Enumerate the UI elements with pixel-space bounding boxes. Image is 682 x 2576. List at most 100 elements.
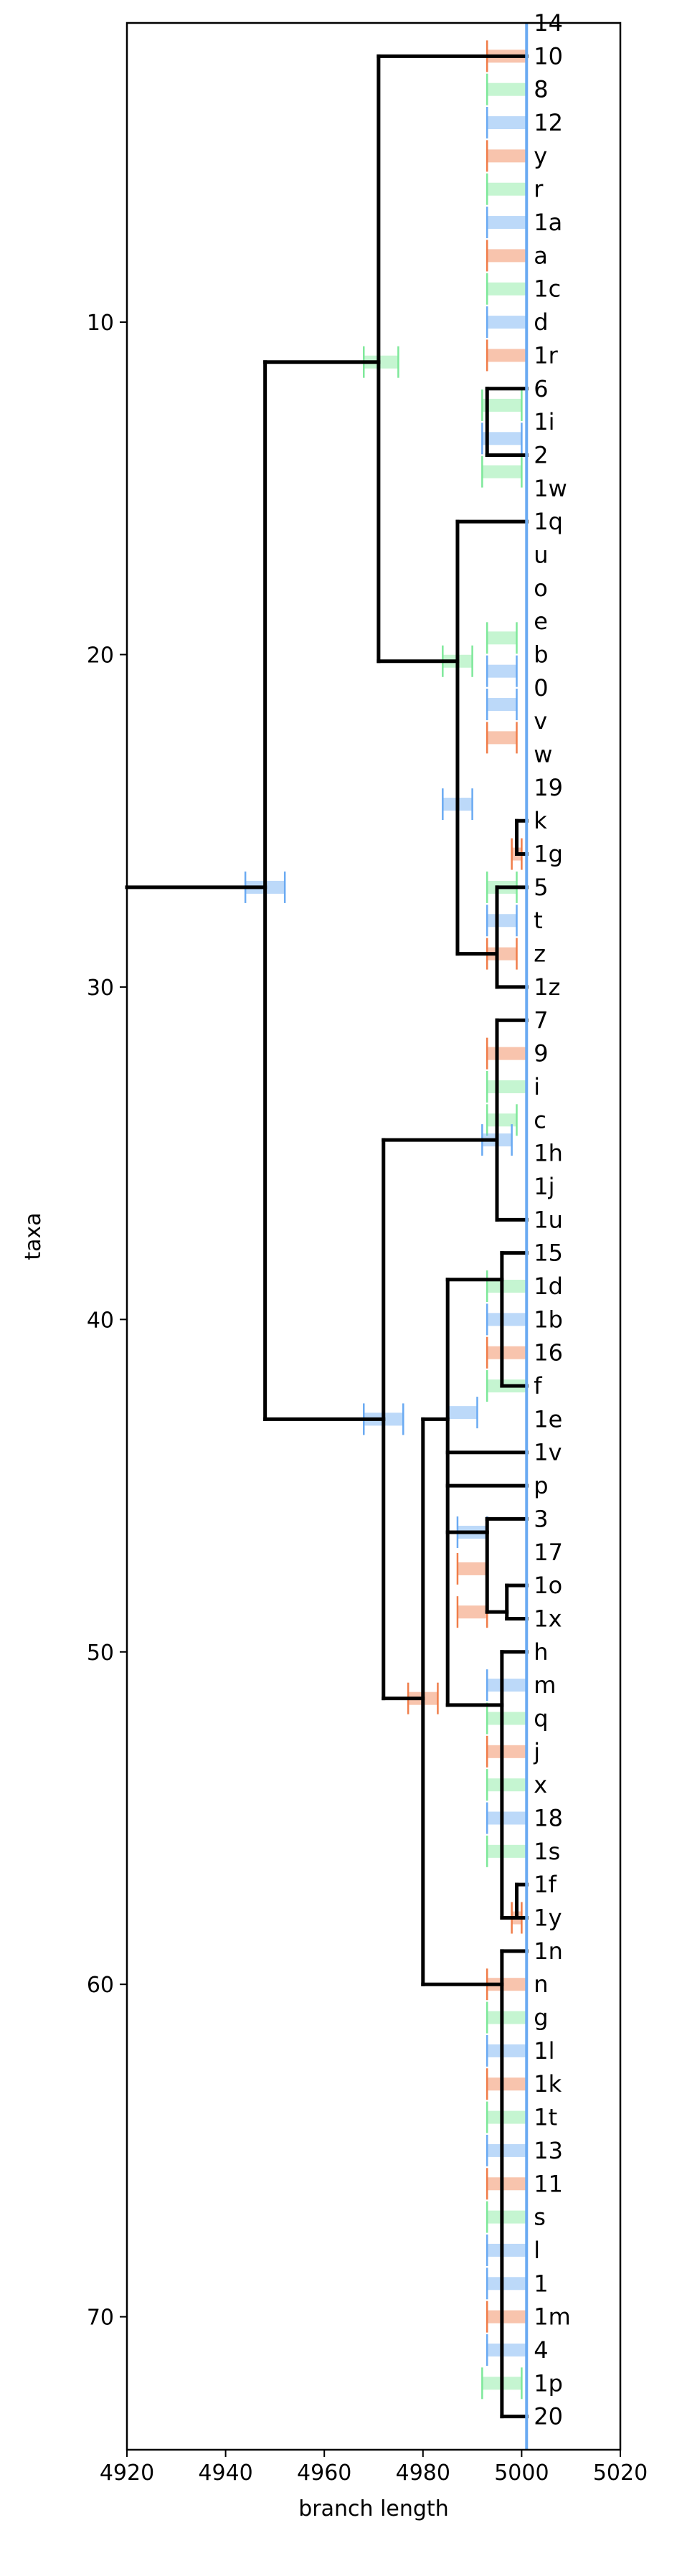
leaf-label-13: 13: [534, 2137, 563, 2164]
leaf-label-1q: 1q: [534, 508, 563, 535]
leaf-label-2: 2: [534, 441, 548, 468]
x-axis: 4920 4940 4960 4980 5000 5020: [100, 2450, 648, 2486]
ci-bar-46: [487, 1978, 527, 1991]
ci-bar-22: [482, 465, 522, 478]
ci-bar-24: [487, 664, 517, 678]
ci-bar-56: [487, 2310, 527, 2323]
ci-bar-14: [487, 182, 527, 196]
ci-bar-49: [487, 2077, 527, 2091]
leaf-label-1r: 1r: [534, 341, 558, 369]
leaf-label-y: y: [534, 142, 547, 169]
ci-bar-57: [487, 2343, 527, 2356]
leaf-label-9: 9: [534, 1040, 548, 1067]
leaf-label-j: j: [533, 1738, 540, 1765]
leaf-label-18: 18: [534, 1804, 563, 1831]
leaf-label-1l: 1l: [534, 2037, 554, 2065]
leaf-label-p: p: [534, 1472, 548, 1499]
leaf-label-o: o: [534, 575, 548, 602]
leaf-label-w: w: [534, 741, 552, 768]
ci-bar-39: [487, 1679, 527, 1692]
leaf-label-1v: 1v: [534, 1439, 562, 1466]
leaf-label-1i: 1i: [534, 408, 554, 435]
ci-bar-42: [487, 1778, 527, 1792]
leaf-label-16: 16: [534, 1339, 563, 1367]
ci-bar-33: [487, 1113, 517, 1127]
ci-bar-48: [487, 2044, 527, 2057]
x-tick-label-3: 4980: [396, 2461, 450, 2486]
x-axis-label: branch length: [298, 2496, 448, 2521]
leaf-label-7: 7: [534, 1006, 548, 1034]
ci-bar-43: [487, 1811, 527, 1825]
leaf-label-d: d: [534, 308, 548, 336]
leaf-label-t: t: [534, 907, 543, 934]
y-tick-label-0: 10: [87, 311, 114, 336]
leaf-label-a: a: [534, 242, 548, 269]
leaf-label-v: v: [534, 707, 547, 735]
leaf-label-1d: 1d: [534, 1273, 563, 1300]
leaf-label-10: 10: [534, 42, 563, 70]
ci-bar-1: [364, 355, 399, 369]
leaf-label-1f: 1f: [534, 1871, 557, 1898]
leaf-label-l: l: [534, 2237, 540, 2264]
ci-bar-15: [487, 216, 527, 230]
x-tick-label-1: 4940: [198, 2461, 252, 2486]
leaf-label-f: f: [534, 1372, 542, 1400]
leaf-label-1x: 1x: [534, 1605, 562, 1632]
leaf-label-1c: 1c: [534, 275, 561, 303]
ci-bar-18: [487, 316, 527, 329]
leaf-label-1o: 1o: [534, 1572, 562, 1599]
leaf-label-1y: 1y: [534, 1905, 562, 1932]
ci-bar-13: [487, 149, 527, 163]
y-tick-label-5: 60: [87, 1973, 114, 1998]
leaf-label-3: 3: [534, 1505, 548, 1532]
ci-bar-52: [487, 2177, 527, 2191]
leaf-label-x: x: [534, 1771, 547, 1798]
ci-bar-17: [487, 282, 527, 296]
leaf-label-1s: 1s: [534, 1838, 560, 1865]
ci-bar-9: [457, 1605, 488, 1619]
ci-bar-16: [487, 249, 527, 263]
ci-bar-23: [487, 631, 517, 645]
ci-bar-8: [457, 1562, 488, 1575]
leaf-label-1h: 1h: [534, 1140, 563, 1167]
leaf-label-i: i: [534, 1073, 540, 1100]
x-tick-label-4: 5000: [494, 2461, 549, 2486]
leaf-label-0: 0: [534, 674, 548, 702]
leaf-label-1p: 1p: [534, 2369, 563, 2397]
ci-bar-36: [487, 1313, 527, 1326]
y-tick-label-6: 70: [87, 2306, 114, 2331]
ci-bar-37: [487, 1346, 527, 1359]
leaf-label-17: 17: [534, 1539, 563, 1566]
ci-bar-51: [487, 2143, 527, 2157]
leaf-label-8: 8: [534, 76, 548, 103]
plot-frame: [125, 22, 622, 2451]
ci-bar-35: [487, 1280, 527, 1293]
ci-bar-32: [487, 1080, 527, 1093]
leaf-label-1b: 1b: [534, 1306, 563, 1333]
ci-bar-29: [487, 914, 517, 928]
ci-bar-41: [487, 1745, 527, 1758]
y-tick-label-4: 50: [87, 1641, 114, 1666]
leaf-label-1n: 1n: [534, 1938, 563, 1965]
leaf-label-5: 5: [534, 874, 548, 901]
leaf-label-g: g: [534, 2004, 548, 2032]
leaf-label-h: h: [534, 1638, 548, 1666]
ci-bar-11: [487, 82, 527, 96]
ci-bar-31: [487, 1047, 527, 1060]
leaf-label-c: c: [534, 1106, 546, 1133]
y-axis: 10 20 30 40 50 60 70: [87, 311, 127, 2331]
branches-layer: [125, 54, 529, 2419]
ci-bar-53: [487, 2210, 527, 2224]
leaf-label-11: 11: [534, 2170, 563, 2197]
leaf-label-15: 15: [534, 1240, 563, 1267]
y-tick-label-3: 40: [87, 1308, 114, 1333]
ci-bar-21: [482, 432, 522, 445]
leaf-label-1g: 1g: [534, 841, 563, 868]
leaf-label-s: s: [534, 2204, 546, 2231]
leaf-label-12: 12: [534, 109, 563, 136]
y-tick-label-2: 30: [87, 976, 114, 1001]
leaf-label-q: q: [534, 1704, 548, 1732]
x-tick-label-2: 4960: [297, 2461, 351, 2486]
ci-bar-30: [487, 947, 517, 961]
